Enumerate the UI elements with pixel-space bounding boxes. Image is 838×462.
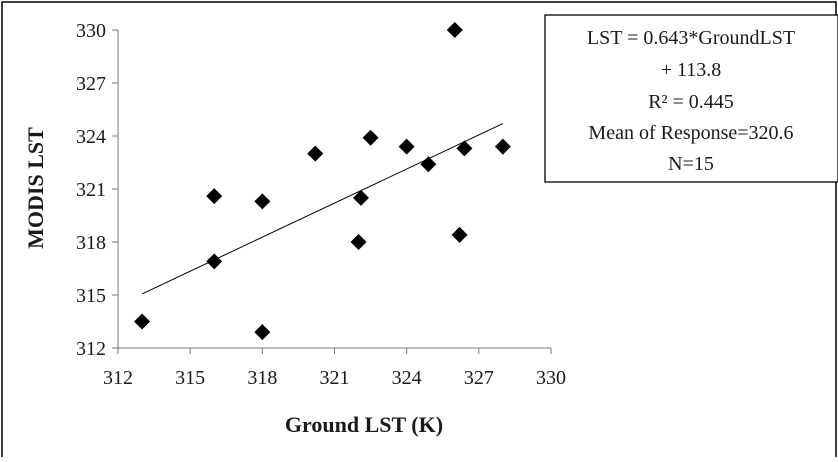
- scatter-points: [134, 22, 511, 341]
- data-point: [134, 313, 151, 330]
- data-point: [350, 234, 367, 250]
- data-point: [420, 156, 437, 173]
- data-point: [206, 253, 223, 270]
- y-tick-label: 330: [76, 20, 106, 42]
- regression-box: LST = 0.643*GroundLST + 113.8 R² = 0.445…: [544, 14, 838, 183]
- trendline: [141, 123, 504, 295]
- x-tick-label: 315: [175, 367, 205, 389]
- y-tick-label: 321: [76, 179, 106, 201]
- data-point: [307, 145, 324, 162]
- y-tick-label: 318: [76, 232, 106, 254]
- data-point: [206, 188, 223, 205]
- x-tick-label: 330: [536, 367, 566, 389]
- x-tick-label: 327: [464, 367, 494, 389]
- regression-box-frame: [544, 14, 838, 183]
- mean-of-response: Mean of Response=320.6: [588, 122, 793, 144]
- x-ticks: 312 315 318 321 324 327 330: [103, 348, 566, 389]
- sample-size: N=15: [668, 153, 714, 175]
- y-ticks: 312 315 318 321 324 327 330: [76, 20, 118, 360]
- y-axis-label: MODIS LST: [23, 127, 48, 249]
- y-tick-label: 312: [76, 338, 106, 360]
- x-tick-label: 321: [320, 367, 350, 389]
- x-tick-label: 324: [392, 367, 422, 389]
- x-axis-label: Ground LST (K): [285, 412, 443, 437]
- data-point: [362, 129, 379, 146]
- data-point: [398, 138, 415, 155]
- r-squared: R² = 0.445: [648, 91, 734, 113]
- data-point: [352, 189, 369, 206]
- x-tick-label: 318: [247, 367, 277, 389]
- data-point: [254, 324, 271, 341]
- data-point: [254, 193, 271, 210]
- x-tick-label: 312: [103, 367, 133, 389]
- y-tick-label: 324: [76, 126, 106, 148]
- regression-intercept: + 113.8: [661, 59, 722, 81]
- data-point: [451, 226, 468, 243]
- regression-equation: LST = 0.643*GroundLST: [587, 27, 795, 49]
- data-point: [494, 138, 511, 155]
- data-point: [456, 140, 473, 157]
- data-point: [446, 22, 463, 38]
- y-tick-label: 315: [76, 285, 106, 307]
- y-tick-label: 327: [76, 73, 106, 95]
